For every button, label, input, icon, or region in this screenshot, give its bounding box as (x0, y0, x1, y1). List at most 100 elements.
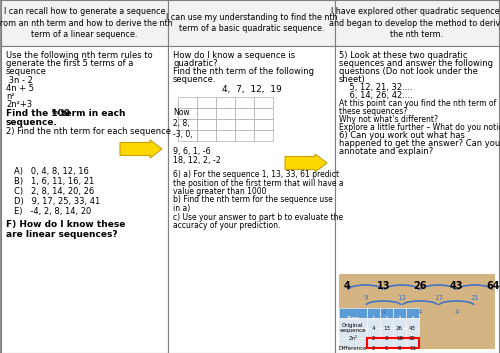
Bar (1, 46, 168, 353)
Bar (367, 338, 419, 348)
Text: 5, 12, 21, 32....: 5, 12, 21, 32.... (339, 83, 412, 92)
Bar (178, 108, 197, 119)
Text: 2n²+3: 2n²+3 (6, 100, 32, 109)
Bar (393, 318, 406, 328)
Text: Difference: Difference (339, 346, 367, 351)
Text: 26: 26 (396, 325, 403, 330)
Text: sequence.: sequence. (173, 75, 216, 84)
Text: Term: Term (346, 316, 360, 321)
Text: 43: 43 (450, 281, 463, 291)
Text: 6) Can you work out what has: 6) Can you work out what has (339, 131, 465, 140)
Text: 64: 64 (486, 281, 500, 291)
Text: E)   -4, 2, 8, 14, 20: E) -4, 2, 8, 14, 20 (14, 207, 91, 216)
Text: D)   9, 17, 25, 33, 41: D) 9, 17, 25, 33, 41 (14, 197, 100, 206)
Text: 18, 12, 2, -2: 18, 12, 2, -2 (173, 156, 221, 165)
Text: happened to get the answer? Can you: happened to get the answer? Can you (339, 139, 500, 148)
Bar (339, 308, 367, 318)
Bar (380, 338, 393, 348)
Text: term in each: term in each (58, 109, 126, 118)
Text: questions (Do not look under the: questions (Do not look under the (339, 67, 478, 76)
Text: 13: 13 (383, 325, 390, 330)
Bar (393, 308, 406, 318)
FancyArrow shape (120, 140, 162, 158)
Text: the position of the first term that will have a: the position of the first term that will… (173, 179, 344, 187)
Bar (367, 338, 380, 348)
Text: annotate and explain?: annotate and explain? (339, 147, 433, 156)
Text: 13: 13 (377, 281, 390, 291)
Bar (216, 97, 235, 108)
Text: At this point can you find the nth term of: At this point can you find the nth term … (339, 99, 496, 108)
Text: 8: 8 (398, 346, 401, 351)
Text: 4: 4 (454, 309, 458, 315)
Bar (393, 338, 406, 348)
Text: accuracy of your prediction.: accuracy of your prediction. (173, 221, 281, 230)
Text: quadratic?: quadratic? (173, 59, 218, 68)
Text: 17: 17 (434, 295, 443, 301)
Text: 5: 5 (385, 346, 388, 351)
Bar (339, 318, 367, 328)
Text: 4: 4 (372, 325, 375, 330)
Text: 2: 2 (372, 335, 375, 341)
Text: 11: 11 (409, 346, 416, 351)
Bar (406, 308, 419, 318)
Bar (393, 328, 406, 338)
Text: 2: 2 (385, 316, 388, 321)
Text: 32: 32 (409, 335, 416, 341)
Text: I have explored other quadratic sequences
and began to develop the method to der: I have explored other quadratic sequence… (329, 7, 500, 39)
Text: Explore a little further – What do you notice?: Explore a little further – What do you n… (339, 123, 500, 132)
Text: 21: 21 (470, 295, 479, 301)
Bar (254, 97, 273, 108)
Text: 6, 14, 26, 42....: 6, 14, 26, 42.... (339, 91, 413, 100)
Text: 4,  7,  12,  19: 4, 7, 12, 19 (222, 85, 282, 94)
Bar (380, 318, 393, 328)
Bar (197, 119, 216, 130)
Text: 43: 43 (409, 325, 416, 330)
Text: 4: 4 (344, 281, 350, 291)
Bar (235, 130, 254, 141)
Text: 26: 26 (413, 281, 427, 291)
Bar (335, 46, 499, 353)
Text: I can use my understanding to find the nth
term of a basic quadratic sequence.: I can use my understanding to find the n… (166, 13, 337, 34)
Text: 8: 8 (385, 335, 388, 341)
Text: 4: 4 (411, 316, 414, 321)
Text: 5) Look at these two quadratic: 5) Look at these two quadratic (339, 51, 468, 60)
Text: 9: 9 (363, 295, 368, 301)
Bar (197, 97, 216, 108)
Bar (254, 108, 273, 119)
Bar (216, 119, 235, 130)
Text: I can recall how to generate a sequence
from an nth term and how to derive the n: I can recall how to generate a sequence … (0, 7, 172, 39)
Bar (168, 46, 335, 353)
Text: Use the following nth term rules to: Use the following nth term rules to (6, 51, 152, 60)
Bar (406, 328, 419, 338)
Text: F) How do I know these: F) How do I know these (6, 220, 126, 229)
Text: 9, 6, 1, -6: 9, 6, 1, -6 (173, 147, 210, 156)
Text: 6) a) For the sequence 1, 13, 33, 61 predict: 6) a) For the sequence 1, 13, 33, 61 pre… (173, 170, 339, 179)
Bar (380, 328, 393, 338)
Text: Find the 100: Find the 100 (6, 109, 70, 118)
Text: 3n - 2: 3n - 2 (6, 76, 33, 85)
Text: 18: 18 (396, 335, 403, 341)
Text: in a): in a) (173, 204, 190, 213)
Bar (178, 130, 197, 141)
Text: 2n²: 2n² (348, 335, 358, 341)
Bar (339, 338, 367, 348)
Text: A)   0, 4, 8, 12, 16: A) 0, 4, 8, 12, 16 (14, 167, 89, 176)
Bar (235, 97, 254, 108)
Text: -3, 0,: -3, 0, (173, 130, 193, 139)
Bar (406, 338, 419, 348)
Text: Now: Now (173, 108, 190, 117)
Bar (367, 318, 380, 328)
Text: 4n + 5: 4n + 5 (6, 84, 34, 93)
Text: 1: 1 (372, 316, 375, 321)
Bar (235, 108, 254, 119)
Text: th: th (52, 110, 59, 115)
Text: generate the first 5 terms of a: generate the first 5 terms of a (6, 59, 134, 68)
Bar (367, 328, 380, 338)
Text: sequence: sequence (6, 67, 47, 76)
Bar (216, 130, 235, 141)
Text: c) Use your answer to part b to evaluate the: c) Use your answer to part b to evaluate… (173, 213, 343, 221)
Text: Original
sequence: Original sequence (340, 323, 366, 333)
Bar (235, 119, 254, 130)
Text: 2: 2 (372, 346, 375, 351)
Text: are linear sequences?: are linear sequences? (6, 230, 117, 239)
